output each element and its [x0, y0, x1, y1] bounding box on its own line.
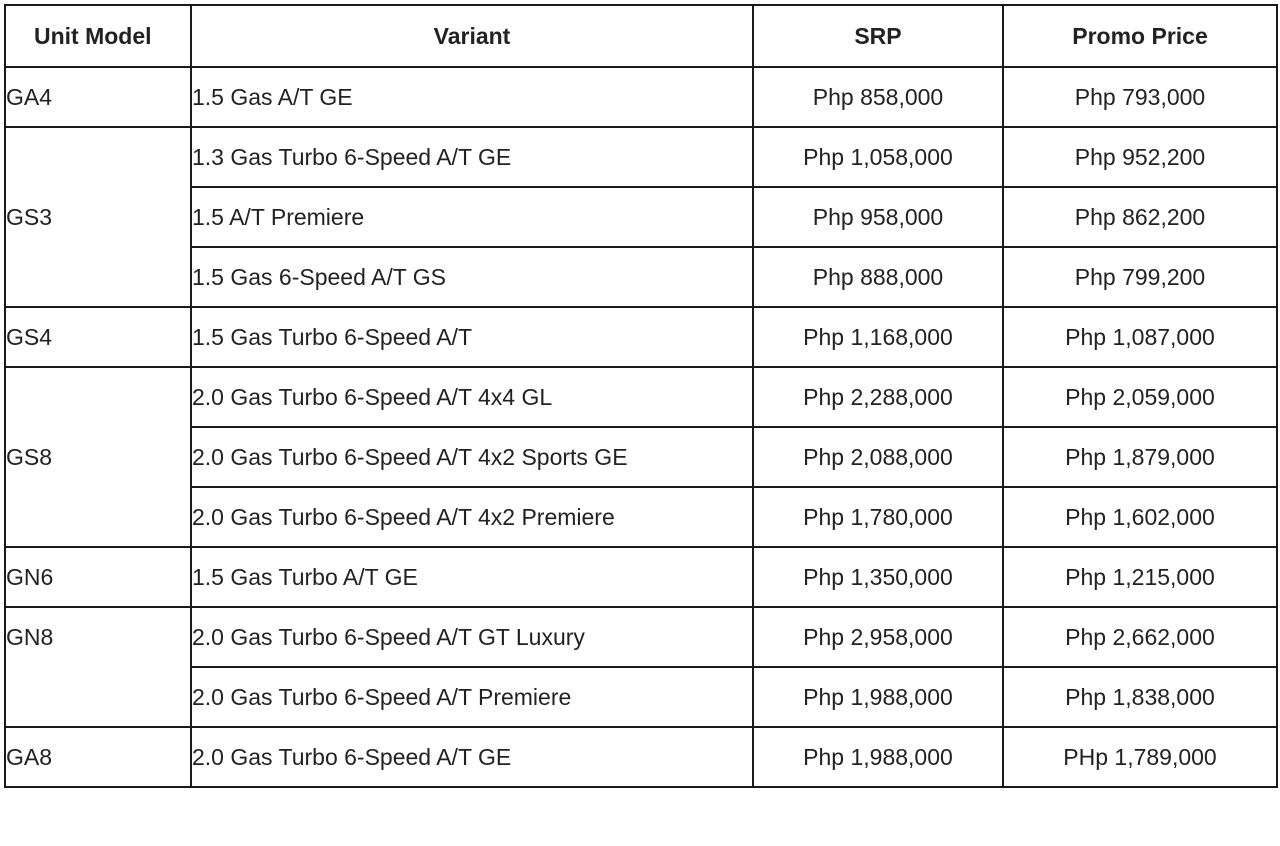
table-row: 2.0 Gas Turbo 6-Speed A/T 4x2 Premiere P…: [5, 486, 1278, 548]
table-row: GA8 2.0 Gas Turbo 6-Speed A/T GE Php 1,9…: [4, 726, 1278, 788]
variant-cell: 2.0 Gas Turbo 6-Speed A/T 4x4 GL: [190, 366, 754, 428]
srp-cell: Php 2,288,000: [752, 366, 1004, 428]
srp-cell: Php 858,000: [752, 66, 1004, 128]
table-row: GN8 2.0 Gas Turbo 6-Speed A/T GT Luxury …: [4, 606, 1278, 728]
header-promo-price: Promo Price: [1002, 4, 1278, 68]
srp-cell: Php 958,000: [752, 186, 1004, 248]
srp-cell: Php 1,350,000: [752, 546, 1004, 608]
table-row: GS4 1.5 Gas Turbo 6-Speed A/T Php 1,168,…: [4, 306, 1278, 368]
unit-model-cell: GN6: [4, 546, 192, 608]
srp-cell: Php 1,168,000: [752, 306, 1004, 368]
header-unit-model: Unit Model: [4, 4, 192, 68]
promo-price-cell: Php 2,059,000: [1002, 366, 1278, 428]
table-row: GS3 1.3 Gas Turbo 6-Speed A/T GE Php 1,0…: [4, 126, 1278, 308]
variant-cell: 1.5 Gas 6-Speed A/T GS: [190, 246, 754, 308]
promo-price-cell: Php 2,662,000: [1002, 606, 1278, 668]
promo-price-cell: Php 799,200: [1002, 246, 1278, 308]
srp-cell: Php 2,088,000: [752, 426, 1004, 488]
header-srp: SRP: [752, 4, 1004, 68]
variant-cell: 2.0 Gas Turbo 6-Speed A/T 4x2 Premiere: [190, 486, 754, 548]
promo-price-cell: Php 793,000: [1002, 66, 1278, 128]
variant-cell: 1.5 Gas A/T GE: [190, 66, 754, 128]
srp-cell: Php 1,058,000: [752, 126, 1004, 188]
table-row: 2.0 Gas Turbo 6-Speed A/T 4x2 Sports GE …: [5, 426, 1278, 488]
unit-model-cell: GN8: [4, 606, 192, 728]
promo-price-cell: Php 1,215,000: [1002, 546, 1278, 608]
price-table: Unit Model Variant SRP Promo Price GA4 1…: [4, 4, 1278, 788]
variant-cell: 1.3 Gas Turbo 6-Speed A/T GE: [190, 126, 754, 188]
srp-cell: Php 1,780,000: [752, 486, 1004, 548]
variant-cell: 1.5 Gas Turbo A/T GE: [190, 546, 754, 608]
promo-price-cell: Php 1,879,000: [1002, 426, 1278, 488]
promo-price-cell: Php 1,838,000: [1002, 666, 1278, 728]
unit-model-cell: GS8: [4, 366, 192, 548]
unit-model-cell: GS4: [4, 306, 192, 368]
table-row: 1.5 A/T Premiere Php 958,000 Php 862,200: [5, 186, 1278, 248]
variant-cell: 1.5 A/T Premiere: [190, 186, 754, 248]
variant-cell: 2.0 Gas Turbo 6-Speed A/T Premiere: [190, 666, 754, 728]
variant-cell: 1.5 Gas Turbo 6-Speed A/T: [190, 306, 754, 368]
table-row: GS8 2.0 Gas Turbo 6-Speed A/T 4x4 GL Php…: [4, 366, 1278, 548]
unit-model-cell: GA4: [4, 66, 192, 128]
srp-cell: Php 1,988,000: [752, 666, 1004, 728]
unit-model-cell: GA8: [4, 726, 192, 788]
table-row: GA4 1.5 Gas A/T GE Php 858,000 Php 793,0…: [4, 66, 1278, 128]
variant-cell: 2.0 Gas Turbo 6-Speed A/T GE: [190, 726, 754, 788]
header-row: Unit Model Variant SRP Promo Price: [4, 4, 1278, 68]
variant-cell: 2.0 Gas Turbo 6-Speed A/T GT Luxury: [190, 606, 754, 668]
table-row: GN6 1.5 Gas Turbo A/T GE Php 1,350,000 P…: [4, 546, 1278, 608]
srp-cell: Php 2,958,000: [752, 606, 1004, 668]
promo-price-cell: Php 1,087,000: [1002, 306, 1278, 368]
table-row: 2.0 Gas Turbo 6-Speed A/T Premiere Php 1…: [5, 666, 1278, 728]
variant-cell: 2.0 Gas Turbo 6-Speed A/T 4x2 Sports GE: [190, 426, 754, 488]
srp-cell: Php 888,000: [752, 246, 1004, 308]
table-row: 1.5 Gas 6-Speed A/T GS Php 888,000 Php 7…: [5, 246, 1278, 308]
srp-cell: Php 1,988,000: [752, 726, 1004, 788]
promo-price-cell: Php 862,200: [1002, 186, 1278, 248]
promo-price-cell: Php 1,602,000: [1002, 486, 1278, 548]
promo-price-cell: PHp 1,789,000: [1002, 726, 1278, 788]
unit-model-cell: GS3: [4, 126, 192, 308]
header-variant: Variant: [190, 4, 754, 68]
promo-price-cell: Php 952,200: [1002, 126, 1278, 188]
